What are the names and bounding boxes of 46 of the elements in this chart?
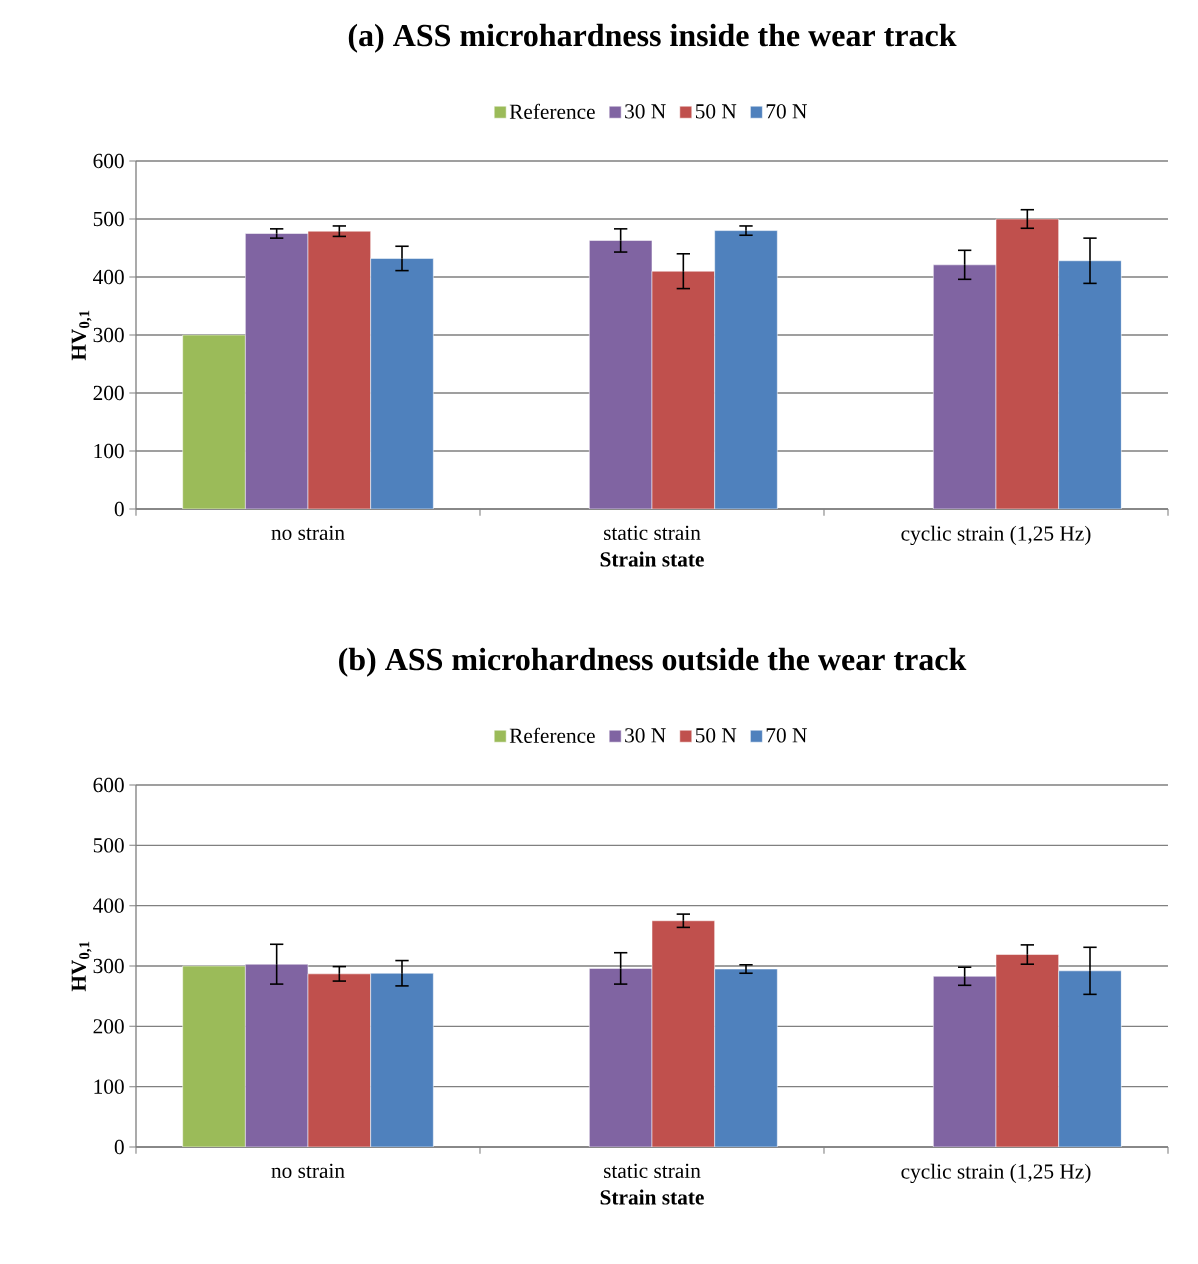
- bar: [651, 270, 715, 509]
- legend-label: 30 N: [625, 728, 666, 743]
- y-tick-label: 500: [93, 211, 124, 227]
- x-axis-title: Strain state: [600, 551, 704, 567]
- bar: [370, 258, 434, 509]
- x-tick-label: static strain: [604, 1163, 701, 1179]
- x-tick-label: cyclic strain (1,25 Hz): [901, 1163, 1091, 1184]
- bar: [995, 218, 1059, 509]
- chart-title: (b) ASS microhardness outside the wear track: [339, 647, 967, 677]
- bar: [995, 954, 1059, 1147]
- bar: [714, 968, 778, 1147]
- legend-label: Reference: [509, 727, 595, 743]
- legend-label: 50 N: [695, 728, 737, 743]
- y-tick-label: 600: [93, 777, 124, 793]
- y-axis-title: HV$_{0,1}$: [71, 310, 92, 361]
- y-tick-label: 300: [93, 958, 124, 974]
- y-tick-label: 0: [114, 501, 124, 517]
- bar: [651, 920, 715, 1147]
- legend-label: 30 N: [625, 104, 666, 119]
- y-tick-label: 500: [93, 838, 124, 853]
- bar: [370, 972, 434, 1147]
- bar: [1058, 970, 1122, 1147]
- x-tick-label: cyclic strain (1,25 Hz): [901, 525, 1091, 546]
- legend-label: 70 N: [766, 104, 807, 119]
- bar: [307, 230, 371, 509]
- y-tick-label: 400: [93, 898, 124, 913]
- y-tick-label: 100: [94, 1079, 124, 1094]
- legend-label: 70 N: [766, 728, 807, 743]
- legend-label: Reference: [509, 103, 595, 119]
- bar: [1058, 260, 1122, 509]
- legend-label: 50 N: [695, 104, 737, 119]
- y-tick-label: 200: [93, 1019, 124, 1034]
- x-axis-title: Strain state: [600, 1189, 704, 1205]
- chart-title: (a) ASS microhardness inside the wear track: [348, 23, 957, 53]
- y-tick-label: 400: [93, 269, 124, 285]
- y-tick-label: 0: [114, 1139, 124, 1155]
- y-axis-title: HV$_{0,1}$: [71, 941, 92, 992]
- x-tick-label: static strain: [604, 525, 701, 541]
- y-tick-label: 300: [93, 327, 124, 343]
- x-tick-label: no strain: [271, 1163, 345, 1179]
- x-tick-label: no strain: [271, 525, 345, 541]
- bar: [714, 230, 778, 509]
- bar: [307, 973, 371, 1147]
- y-tick-label: 200: [93, 385, 124, 401]
- y-tick-label: 100: [94, 443, 124, 459]
- y-tick-label: 600: [93, 153, 124, 169]
